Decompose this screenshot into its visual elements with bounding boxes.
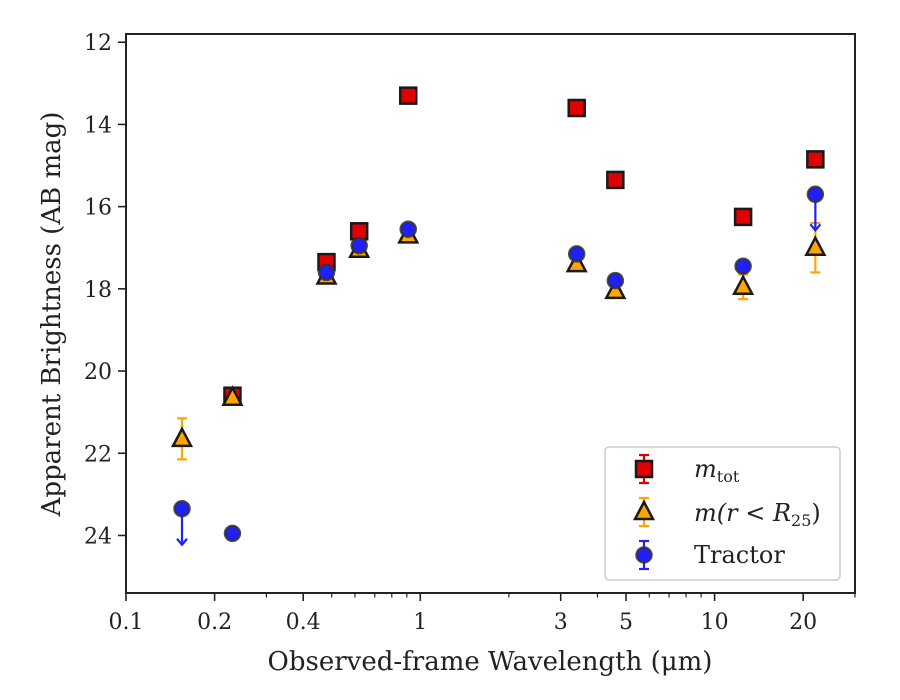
- legend-item-tractor: Tractor: [635, 539, 785, 571]
- data-point-circle: [734, 257, 752, 275]
- marker-square: [806, 150, 825, 169]
- upper-limit-arrow: [176, 538, 188, 547]
- x-tick-label: 3: [554, 610, 568, 635]
- legend-label-tractor: Tractor: [694, 541, 785, 569]
- data-point-triangle: [565, 251, 588, 273]
- legend-marker-circle: [635, 539, 653, 571]
- marker-circle: [350, 236, 368, 255]
- data-point-triangle: [732, 273, 755, 301]
- plot-frame: [125, 33, 856, 594]
- data-point-triangle: [170, 417, 194, 461]
- y-axis-label: Apparent Brightness (AB mag): [37, 112, 67, 518]
- data-point-square: [733, 207, 753, 227]
- legend-item-m-r25: m(r < R25): [632, 496, 821, 530]
- data-points: [170, 86, 827, 547]
- data-point-square: [606, 170, 625, 190]
- x-tick-label: 10: [701, 610, 729, 635]
- data-point-square: [806, 150, 825, 169]
- x-tick-label: 0.1: [109, 610, 144, 635]
- marker-square: [567, 98, 586, 118]
- data-point-square: [567, 98, 586, 118]
- data-point-circle: [317, 263, 336, 282]
- y-tick-label: 18: [84, 278, 112, 303]
- marker-triangle: [732, 274, 755, 296]
- marker-square: [733, 207, 753, 227]
- legend-marker-shape: [635, 546, 653, 564]
- y-tick-label: 22: [84, 442, 112, 467]
- legend-marker-shape: [632, 499, 656, 521]
- y-tick-label: 16: [84, 196, 112, 221]
- marker-triangle: [604, 278, 627, 300]
- x-tick-label: 0.4: [286, 610, 321, 635]
- x-tick-label: 1: [413, 610, 427, 635]
- data-point-square: [398, 86, 418, 105]
- legend-marker-shape: [634, 459, 654, 479]
- legend-box: [604, 446, 841, 581]
- y-tick-label: 14: [84, 113, 112, 138]
- data-point-circle: [173, 499, 191, 547]
- marker-circle: [399, 220, 417, 238]
- marker-square: [606, 170, 625, 190]
- data-point-circle: [399, 220, 417, 238]
- x-tick-label: 5: [619, 610, 633, 635]
- legend-label-m-r25: m(r < R25): [694, 499, 821, 530]
- data-point-circle: [350, 236, 368, 255]
- legend-marker-square: [634, 453, 654, 485]
- x-axis-label: Observed-frame Wavelength (μm): [268, 647, 713, 677]
- y-tick-label: 24: [84, 524, 112, 549]
- data-point-circle: [223, 524, 242, 543]
- data-point-square: [349, 222, 369, 241]
- marker-circle: [223, 524, 242, 543]
- series-square: [223, 86, 825, 405]
- marker-circle: [806, 185, 825, 204]
- data-point-circle: [606, 271, 625, 290]
- data-point-triangle: [221, 385, 244, 407]
- marker-triangle: [804, 235, 827, 256]
- series-circle: [173, 185, 825, 547]
- x-tick-label: 0.2: [197, 610, 232, 635]
- y-axis: 12 14 16 18 20 22 24: [84, 31, 126, 549]
- y-tick-label: 12: [84, 31, 112, 56]
- x-tick-label: 20: [789, 610, 817, 635]
- data-point-circle: [567, 245, 586, 263]
- legend-item-mtot: mtot: [634, 453, 740, 486]
- marker-triangle: [170, 426, 194, 448]
- legend: mtot m(r < R25) Tractor: [604, 446, 841, 581]
- x-axis: 0.1 0.2 0.4 1 3 5 10 20: [109, 593, 856, 635]
- legend-label-mtot: mtot: [694, 455, 740, 486]
- y-tick-label: 20: [84, 360, 112, 385]
- marker-circle: [173, 499, 191, 518]
- data-point-circle: [806, 185, 825, 233]
- marker-triangle: [565, 251, 588, 273]
- marker-square: [398, 86, 418, 105]
- marker-circle: [567, 245, 586, 263]
- marker-triangle: [221, 385, 244, 407]
- upper-limit-arrow: [809, 223, 822, 233]
- marker-circle: [317, 263, 336, 282]
- legend-marker-triangle: [632, 496, 656, 528]
- data-point-triangle: [604, 278, 627, 300]
- marker-square: [349, 222, 369, 241]
- marker-circle: [606, 271, 625, 290]
- marker-circle: [734, 257, 752, 275]
